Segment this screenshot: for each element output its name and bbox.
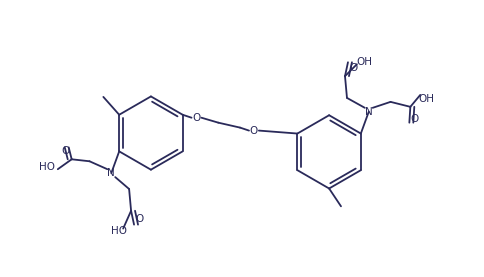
Text: OH: OH: [357, 57, 373, 67]
Text: O: O: [410, 114, 419, 124]
Text: N: N: [365, 107, 373, 117]
Text: O: O: [136, 214, 144, 224]
Text: N: N: [107, 168, 115, 178]
Text: O: O: [192, 113, 201, 123]
Text: HO: HO: [39, 162, 55, 172]
Text: HO: HO: [111, 225, 127, 235]
Text: O: O: [250, 125, 258, 135]
Text: O: O: [350, 63, 358, 73]
Text: OH: OH: [418, 94, 434, 104]
Text: O: O: [61, 146, 70, 157]
